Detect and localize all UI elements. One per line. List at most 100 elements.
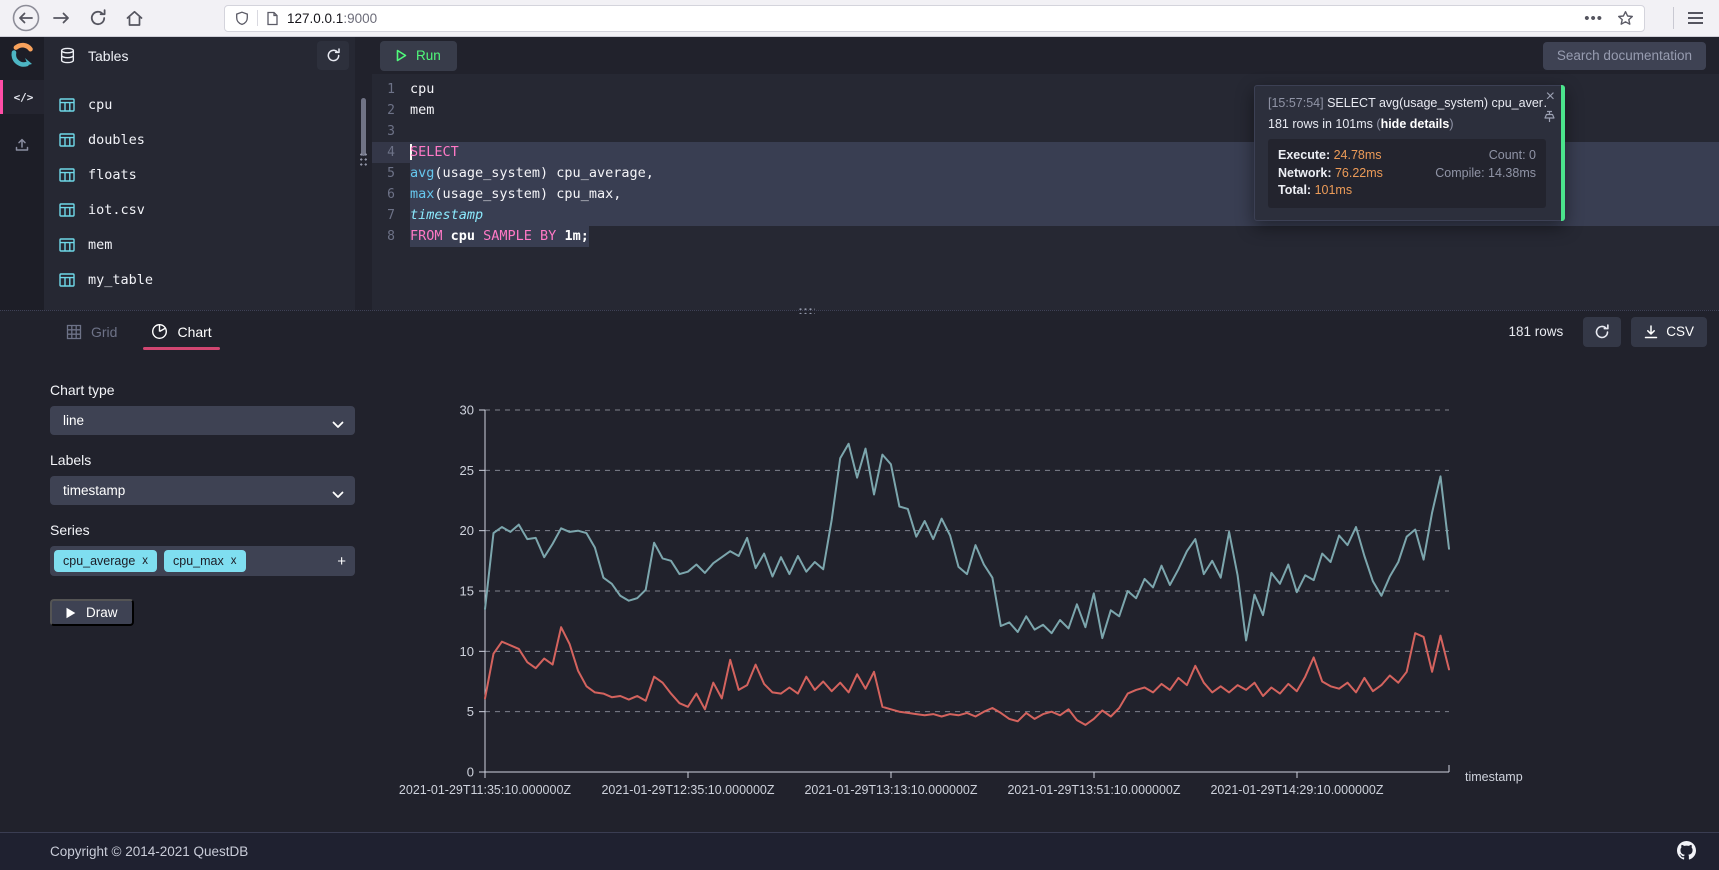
table-item[interactable]: iot.csv: [44, 192, 355, 227]
hide-details-link[interactable]: hide details: [1381, 117, 1450, 131]
table-item[interactable]: floats: [44, 157, 355, 192]
tables-list: cpu doubles floats iot.csv mem my_table: [44, 74, 355, 310]
tab-grid[interactable]: Grid: [66, 311, 117, 353]
chart-type-select[interactable]: line: [50, 406, 355, 435]
chart-type-label: Chart type: [50, 382, 355, 398]
table-name: iot.csv: [88, 202, 145, 218]
app-footer: Copyright © 2014-2021 QuestDB: [0, 832, 1719, 870]
table-icon: [59, 203, 75, 217]
rail-item-console[interactable]: </>: [0, 80, 44, 114]
database-icon: [59, 47, 76, 64]
svg-text:timestamp: timestamp: [1465, 770, 1523, 784]
code-line[interactable]: 8FROM cpu SAMPLE BY 1m;: [372, 226, 1719, 247]
table-icon: [59, 98, 75, 112]
horizontal-splitter-handle[interactable]: [798, 307, 815, 314]
draw-button[interactable]: Draw: [50, 599, 134, 626]
search-documentation-input[interactable]: Search documentation: [1543, 42, 1706, 70]
tables-panel-header: Tables: [44, 37, 355, 74]
github-icon: [1677, 841, 1696, 860]
chevron-down-icon: [332, 417, 344, 432]
home-icon: [125, 9, 144, 28]
add-series-icon[interactable]: +: [337, 553, 346, 570]
line-number: 2: [372, 100, 410, 121]
line-number: 4: [372, 142, 410, 163]
copyright-text: Copyright © 2014-2021 QuestDB: [50, 844, 248, 859]
series-label: Series: [50, 522, 355, 538]
chevron-down-icon: [332, 487, 344, 502]
table-item[interactable]: mem: [44, 227, 355, 262]
svg-text:20: 20: [460, 523, 474, 538]
svg-text:2021-01-29T13:13:10.000000Z: 2021-01-29T13:13:10.000000Z: [804, 783, 977, 797]
query-notification: [15:57:54] SELECT avg(usage_system) cpu_…: [1254, 85, 1565, 221]
run-button[interactable]: Run: [380, 41, 457, 71]
chart-section: Chart type line Labels timestamp Series …: [0, 352, 1719, 832]
labels-label: Labels: [50, 452, 355, 468]
url-bar[interactable]: 127.0.0.1:9000 •••: [224, 5, 1645, 32]
svg-text:15: 15: [460, 584, 474, 599]
reload-icon: [89, 9, 107, 27]
url-text: 127.0.0.1:9000: [287, 11, 377, 26]
pin-icon[interactable]: [1544, 110, 1555, 126]
series-tag[interactable]: cpu_averagex: [54, 550, 157, 572]
svg-text:2021-01-29T13:51:10.000000Z: 2021-01-29T13:51:10.000000Z: [1007, 783, 1180, 797]
refresh-icon: [326, 48, 341, 63]
home-button[interactable]: [120, 4, 148, 32]
refresh-results-button[interactable]: [1583, 317, 1621, 347]
line-number: 5: [372, 163, 410, 184]
chart-controls: Chart type line Labels timestamp Series …: [0, 352, 355, 832]
table-icon: [59, 133, 75, 147]
table-name: floats: [88, 167, 137, 183]
page-actions-icon[interactable]: •••: [1578, 10, 1609, 27]
line-chart: 0510152025302021-01-29T11:35:10.000000Z2…: [355, 372, 1685, 812]
table-item[interactable]: doubles: [44, 122, 355, 157]
editor-toolbar: Run Search documentation: [355, 37, 1719, 74]
reload-button[interactable]: [84, 4, 112, 32]
remove-tag-icon[interactable]: x: [231, 555, 237, 567]
notification-title: [15:57:54] SELECT avg(usage_system) cpu_…: [1268, 96, 1546, 110]
upload-icon: [14, 137, 30, 153]
svg-text:5: 5: [467, 704, 474, 719]
svg-text:2021-01-29T14:29:10.000000Z: 2021-01-29T14:29:10.000000Z: [1210, 783, 1383, 797]
tables-refresh-button[interactable]: [317, 41, 349, 70]
table-icon: [59, 238, 75, 252]
svg-text:30: 30: [460, 403, 474, 418]
labels-select[interactable]: timestamp: [50, 476, 355, 505]
line-number: 6: [372, 184, 410, 205]
table-name: doubles: [88, 132, 145, 148]
back-button[interactable]: [12, 4, 40, 32]
chart-area: 0510152025302021-01-29T11:35:10.000000Z2…: [355, 352, 1719, 832]
bookmark-star-icon[interactable]: [1617, 10, 1634, 27]
table-icon: [59, 273, 75, 287]
grid-icon: [66, 324, 82, 340]
forward-button[interactable]: [48, 4, 76, 32]
line-number: 3: [372, 121, 410, 142]
questdb-console: Tables Run Search documentation </> cpu d…: [0, 37, 1719, 870]
url-divider: [257, 10, 258, 26]
csv-download-button[interactable]: CSV: [1631, 317, 1707, 347]
questdb-logo[interactable]: [0, 37, 44, 74]
tab-chart[interactable]: Chart: [151, 311, 211, 353]
github-link[interactable]: [1677, 841, 1696, 863]
app-topbar: Tables Run Search documentation: [0, 37, 1719, 74]
line-number: 1: [372, 79, 410, 100]
rail-item-import[interactable]: [0, 128, 44, 162]
browser-toolbar: 127.0.0.1:9000 •••: [0, 0, 1719, 37]
menu-button[interactable]: [1684, 8, 1707, 28]
close-icon[interactable]: ×: [1546, 90, 1555, 104]
series-field[interactable]: cpu_averagex cpu_maxx +: [50, 546, 355, 576]
line-number: 7: [372, 205, 410, 226]
table-item[interactable]: cpu: [44, 87, 355, 122]
forward-icon: [52, 8, 72, 28]
series-tag[interactable]: cpu_maxx: [164, 550, 245, 572]
results-tabbar: Grid Chart 181 rows CSV: [0, 310, 1719, 352]
table-item[interactable]: my_table: [44, 262, 355, 297]
remove-tag-icon[interactable]: x: [142, 555, 148, 567]
svg-text:25: 25: [460, 463, 474, 478]
questdb-logo-icon: [9, 42, 36, 69]
svg-text:10: 10: [460, 644, 474, 659]
svg-text:2021-01-29T12:35:10.000000Z: 2021-01-29T12:35:10.000000Z: [601, 783, 774, 797]
play-icon: [66, 607, 76, 619]
tables-scrollbar[interactable]: [361, 98, 366, 156]
table-name: mem: [88, 237, 112, 253]
back-icon: [12, 4, 40, 32]
